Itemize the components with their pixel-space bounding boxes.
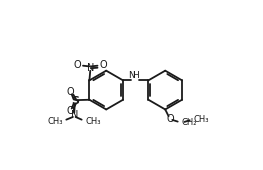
- Text: O: O: [100, 60, 108, 70]
- Text: O: O: [66, 106, 74, 116]
- Text: O: O: [167, 114, 174, 124]
- Text: CH₂: CH₂: [181, 118, 196, 128]
- Text: CH₃: CH₃: [85, 117, 101, 126]
- Text: CH₃: CH₃: [47, 117, 63, 126]
- Text: O: O: [66, 87, 74, 97]
- Text: CH₃: CH₃: [194, 115, 209, 124]
- Text: O: O: [73, 60, 81, 70]
- Text: N: N: [87, 63, 94, 73]
- Text: S: S: [71, 96, 79, 106]
- Text: N: N: [70, 110, 78, 120]
- Text: H: H: [132, 71, 138, 80]
- Text: N: N: [128, 71, 135, 80]
